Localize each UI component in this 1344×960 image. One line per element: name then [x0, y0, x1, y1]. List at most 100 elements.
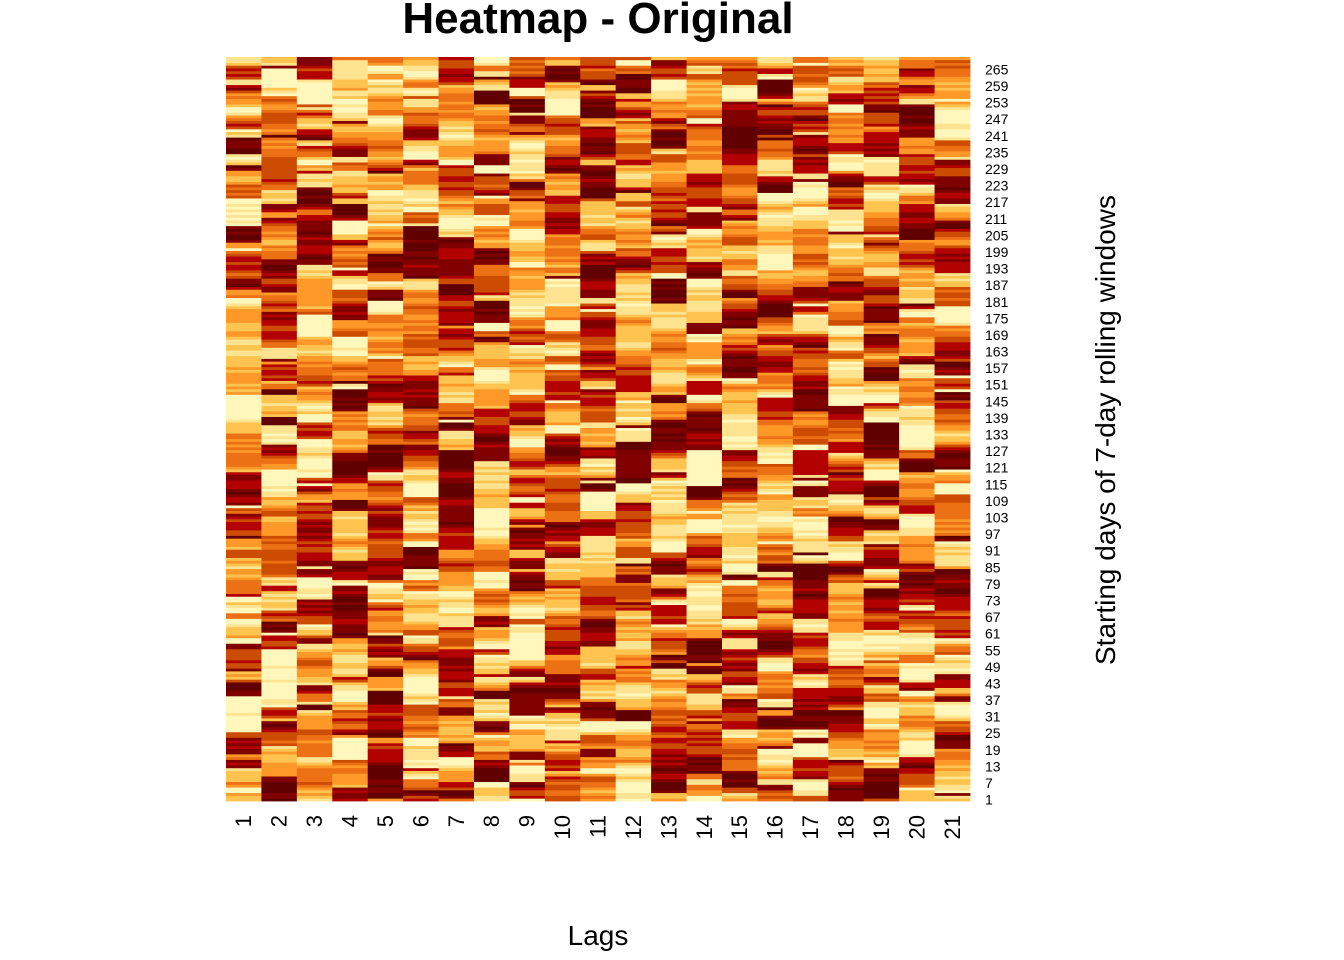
- heatmap-cell: [403, 621, 439, 625]
- heatmap-cell: [367, 682, 404, 686]
- heatmap-cell: [367, 601, 404, 606]
- heatmap-cell: [296, 275, 333, 279]
- heatmap-cell: [580, 79, 617, 83]
- heatmap-cell: [615, 411, 652, 415]
- heatmap-cell: [367, 709, 404, 713]
- heatmap-cell: [863, 704, 900, 708]
- heatmap-cell: [226, 131, 262, 135]
- heatmap-cell: [686, 513, 723, 517]
- heatmap-cell: [403, 84, 439, 88]
- heatmap-cell: [651, 759, 687, 763]
- heatmap-cell: [261, 175, 298, 180]
- heatmap-cell: [226, 458, 262, 462]
- heatmap-cell: [438, 92, 475, 97]
- heatmap-cell: [438, 239, 475, 243]
- heatmap-cell: [651, 145, 687, 149]
- heatmap-cell: [367, 264, 404, 268]
- heatmap-cell: [226, 452, 262, 456]
- heatmap-cell: [474, 593, 510, 597]
- heatmap-cell: [261, 604, 298, 608]
- heatmap-cell: [792, 543, 829, 547]
- heatmap-cell: [261, 701, 298, 705]
- heatmap-cell: [332, 275, 369, 279]
- heatmap-cell: [403, 773, 439, 777]
- heatmap-cell: [792, 430, 829, 434]
- heatmap-cell: [296, 662, 333, 666]
- heatmap-cell: [403, 104, 439, 108]
- heatmap-cell: [367, 671, 404, 675]
- heatmap-cell: [332, 167, 369, 171]
- heatmap-cell: [757, 84, 794, 88]
- heatmap-cell: [226, 90, 262, 94]
- heatmap-cell: [615, 101, 652, 105]
- heatmap-cell: [544, 704, 581, 708]
- heatmap-cell: [757, 159, 794, 163]
- heatmap-cell: [474, 765, 510, 769]
- heatmap-cell: [226, 623, 262, 628]
- heatmap-cell: [509, 350, 546, 354]
- heatmap-cell: [686, 726, 723, 730]
- heatmap-cell: [615, 792, 652, 796]
- heatmap-cell: [509, 92, 546, 97]
- heatmap-cell: [367, 308, 404, 312]
- heatmap-cell: [828, 452, 865, 456]
- heatmap-cell: [332, 120, 369, 124]
- heatmap-cell: [580, 281, 617, 285]
- heatmap-cell: [757, 195, 794, 199]
- heatmap-cell: [226, 308, 262, 312]
- heatmap-cell: [651, 480, 687, 484]
- heatmap-cell: [367, 350, 404, 354]
- heatmap-cell: [722, 623, 758, 628]
- heatmap-cell: [651, 502, 687, 506]
- heatmap-cell: [226, 554, 262, 559]
- heatmap-cell: [615, 676, 652, 680]
- heatmap-cell: [544, 336, 581, 340]
- heatmap-cell: [509, 734, 546, 738]
- heatmap-cell: [332, 181, 369, 185]
- heatmap-cell: [722, 604, 758, 608]
- heatmap-cell: [367, 170, 404, 174]
- heatmap-cell: [332, 433, 369, 437]
- heatmap-cell: [757, 175, 794, 180]
- heatmap-cell: [615, 311, 652, 315]
- heatmap-cell: [261, 599, 298, 603]
- heatmap-cell: [792, 413, 829, 417]
- heatmap-cell: [403, 76, 439, 80]
- heatmap-cell: [403, 115, 439, 119]
- heatmap-cell: [438, 502, 475, 506]
- heatmap-cell: [261, 328, 298, 332]
- heatmap-cell: [686, 541, 723, 545]
- heatmap-cell: [367, 463, 404, 467]
- heatmap-cell: [651, 292, 687, 296]
- heatmap-cell: [261, 319, 298, 323]
- heatmap-cell: [296, 361, 333, 365]
- heatmap-cell: [509, 234, 546, 238]
- heatmap-cell: [509, 200, 546, 204]
- heatmap-cell: [722, 748, 758, 752]
- heatmap-cell: [615, 303, 652, 307]
- heatmap-cell: [226, 247, 262, 252]
- heatmap-cell: [651, 214, 687, 218]
- heatmap-cell: [438, 422, 475, 426]
- heatmap-cell: [792, 164, 829, 169]
- heatmap-cell: [509, 134, 546, 138]
- heatmap-cell: [722, 632, 758, 636]
- heatmap-cell: [828, 253, 865, 257]
- heatmap-cell: [261, 427, 298, 431]
- heatmap-cell: [757, 610, 794, 614]
- heatmap-cell: [615, 126, 652, 130]
- heatmap-cell: [226, 198, 262, 202]
- heatmap-cell: [651, 308, 687, 312]
- heatmap-cell: [792, 480, 829, 484]
- heatmap-cell: [722, 206, 758, 210]
- heatmap-cell: [403, 643, 439, 647]
- heatmap-cell: [722, 574, 758, 578]
- heatmap-cell: [722, 568, 758, 572]
- heatmap-cell: [686, 120, 723, 124]
- heatmap-cell: [757, 95, 794, 99]
- heatmap-cell: [332, 535, 369, 539]
- heatmap-cell: [367, 95, 404, 99]
- heatmap-cell: [367, 153, 404, 157]
- heatmap-cell: [686, 162, 723, 166]
- heatmap-cell: [828, 682, 865, 686]
